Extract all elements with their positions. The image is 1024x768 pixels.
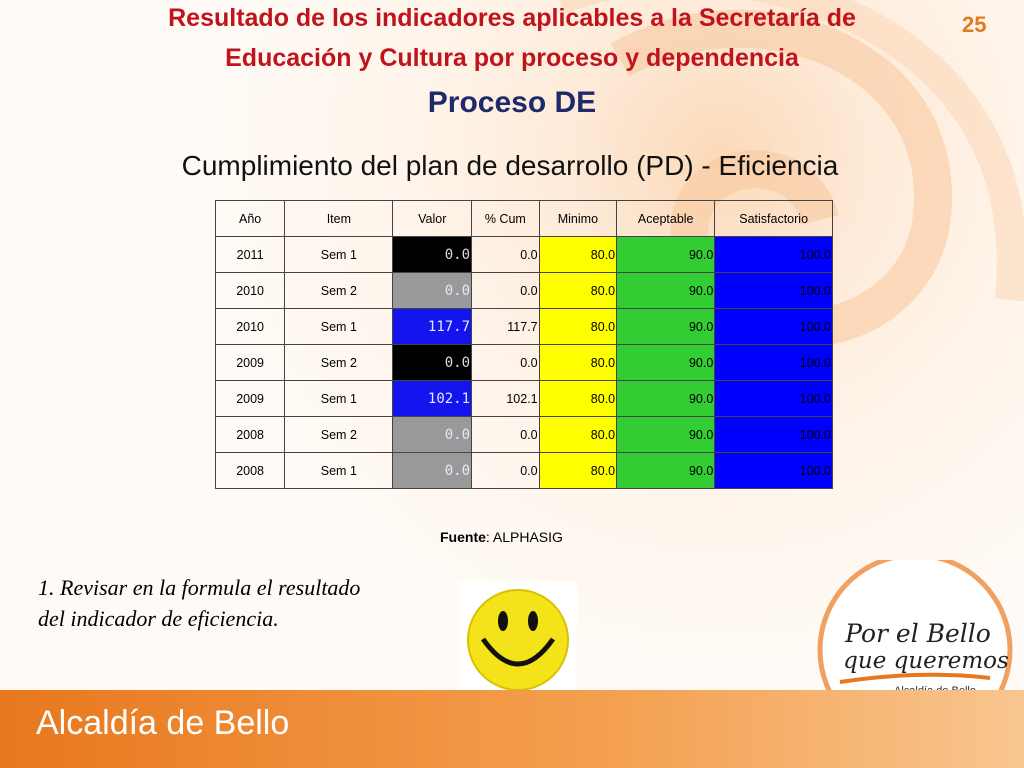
table-cell: 0.0	[471, 272, 540, 309]
footer-text: Alcaldía de Bello	[36, 704, 290, 742]
table-cell: Sem 1	[284, 380, 394, 417]
table-cell: 80.0	[538, 272, 618, 309]
table-cell: 100.0	[714, 380, 833, 417]
table-cell: 0.0	[471, 236, 540, 273]
table-cell: Sem 1	[284, 452, 394, 489]
table-cell: 0.0	[392, 416, 473, 453]
table-cell: 2009	[214, 380, 286, 417]
table-cell: 90.0	[616, 452, 716, 489]
table-cell: 90.0	[616, 380, 716, 417]
table-cell: 0.0	[471, 416, 540, 453]
table-cell: 100.0	[714, 344, 833, 381]
table-cell: Sem 1	[284, 236, 394, 273]
note-line: del indicador de eficiencia.	[38, 606, 279, 631]
footer-band	[0, 690, 1024, 768]
table-cell: 80.0	[538, 380, 618, 417]
table-cell: 0.0	[392, 452, 473, 489]
table-cell: 80.0	[538, 308, 618, 345]
column-header: Item	[284, 200, 394, 237]
table-cell: 0.0	[471, 344, 540, 381]
table-cell: Sem 2	[284, 272, 394, 309]
table-cell: 80.0	[538, 344, 618, 381]
table-cell: 90.0	[616, 272, 716, 309]
table-cell: Sem 2	[284, 416, 394, 453]
table-cell: 80.0	[538, 236, 618, 273]
process-title: Proceso DE	[427, 86, 597, 119]
table-row: 2009 Sem 2 0.0 0.0 80.0 90.0 100.0	[214, 344, 833, 381]
column-header: Valor	[392, 200, 473, 237]
title-line: Educación y Cultura por proceso y depend…	[225, 44, 799, 72]
table-cell: 90.0	[616, 236, 716, 273]
table-row: 2010 Sem 2 0.0 0.0 80.0 90.0 100.0	[214, 272, 833, 309]
table-cell: 100.0	[714, 308, 833, 345]
logo-text: Por el Bello	[844, 619, 991, 648]
table-cell: 0.0	[392, 272, 473, 309]
table-row: 2008 Sem 2 0.0 0.0 80.0 90.0 100.0	[214, 416, 833, 453]
source-text: : ALPHASIG	[485, 529, 563, 545]
source-label: Fuente	[440, 529, 486, 545]
table-row: 2011 Sem 1 0.0 0.0 80.0 90.0 100.0	[214, 236, 833, 273]
logo-text: que queremos	[843, 648, 1009, 674]
source: Fuente: ALPHASIG	[440, 529, 563, 545]
note: 1. Revisar en la formula el resultado del…	[38, 572, 360, 634]
table-cell: 0.0	[392, 344, 473, 381]
table-cell: 90.0	[616, 344, 716, 381]
table-cell: 2010	[214, 308, 286, 345]
table-cell: 2011	[214, 236, 286, 273]
column-header: % Cum	[471, 200, 540, 237]
table-cell: Sem 1	[284, 308, 394, 345]
logo: Por el Bello que queremos Alcaldía de Be…	[817, 560, 1013, 710]
table-cell: 102.1	[471, 380, 540, 417]
table-cell: 90.0	[616, 308, 716, 345]
subtitle: Cumplimiento del plan de desarrollo (PD)…	[181, 150, 839, 181]
table-cell: 0.0	[471, 452, 540, 489]
table-cell: 2010	[214, 272, 286, 309]
table-row: 2009 Sem 1 102.1 102.1 80.0 90.0 100.0	[214, 380, 833, 417]
table-cell: 0.0	[392, 236, 473, 273]
table-cell: 90.0	[616, 416, 716, 453]
table-cell: 2009	[214, 344, 286, 381]
table-row: 2010 Sem 1 117.7 117.7 80.0 90.0 100.0	[214, 308, 833, 345]
column-header: Satisfactorio	[714, 200, 833, 237]
title-line: Resultado de los indicadores aplicables …	[168, 4, 856, 32]
column-header: Año	[214, 200, 286, 237]
header-row: Año Item Valor% Cum Minimo Aceptable Satisfac…	[214, 200, 833, 237]
table-cell: 100.0	[714, 416, 833, 453]
table-cell: 80.0	[538, 416, 618, 453]
table-cell: 100.0	[714, 272, 833, 309]
table-cell: Sem 2	[284, 344, 394, 381]
table-row: 2008 Sem 1 0.0 0.0 80.0 90.0 100.0	[214, 452, 833, 489]
table-cell: 117.7	[471, 308, 540, 345]
table-cell: 2008	[214, 452, 286, 489]
smiley-image	[459, 581, 577, 699]
column-header: Minimo	[538, 200, 618, 237]
table-cell: 100.0	[714, 236, 833, 273]
table-cell: 80.0	[538, 452, 618, 489]
table-cell: 2008	[214, 416, 286, 453]
indicator-table: Año Item Valor% Cum Minimo Aceptable Satisfac…	[214, 200, 833, 489]
column-header: Aceptable	[616, 200, 716, 237]
table-cell: 100.0	[714, 452, 833, 489]
page-number: 25	[962, 12, 987, 37]
table-cell: 102.1	[392, 380, 473, 417]
note-line: 1. Revisar en la formula el resultado	[38, 575, 361, 600]
table-cell: 117.7	[392, 308, 473, 345]
